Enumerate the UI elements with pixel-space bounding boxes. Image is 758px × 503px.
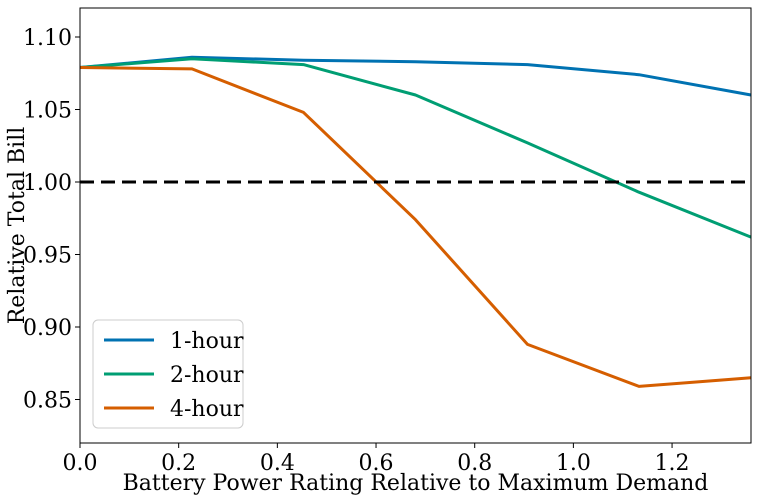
series-line-4-hour: [79, 66, 752, 388]
x-axis-label: Battery Power Rating Relative to Maximum…: [123, 471, 709, 496]
y-tick-label: 0.85: [23, 389, 72, 414]
x-tick-label: 0.0: [63, 451, 98, 476]
y-tick-label: 0.90: [23, 316, 72, 341]
series-layer: [79, 55, 752, 388]
x-tick-label: 0.6: [359, 451, 394, 476]
y-axis-ticks: 0.85 0.90 0.95 1.00 1.05 1.10: [23, 26, 80, 414]
y-tick-label: 0.95: [23, 244, 72, 269]
legend: 1-hour 2-hour 4-hour: [92, 319, 244, 429]
series-line-2-hour: [79, 57, 752, 239]
y-axis-label: Relative Total Bill: [5, 127, 30, 325]
legend-box: [92, 319, 244, 429]
plot-area-frame: [79, 7, 752, 444]
x-tick-label: 0.2: [161, 451, 196, 476]
x-tick-label: 1.2: [655, 451, 690, 476]
y-tick-label: 1.05: [23, 99, 72, 124]
x-tick-label: 0.4: [260, 451, 295, 476]
legend-label-1-hour: 1-hour: [170, 329, 244, 354]
y-tick-label: 1.00: [23, 171, 72, 196]
x-tick-label: 1.0: [556, 451, 591, 476]
legend-label-2-hour: 2-hour: [170, 363, 244, 388]
legend-label-4-hour: 4-hour: [170, 397, 244, 422]
series-line-1-hour: [79, 55, 752, 97]
y-tick-label: 1.10: [23, 26, 72, 51]
x-axis-ticks: 0.0 0.2 0.4 0.6 0.8 1.0 1.2: [63, 443, 690, 476]
x-tick-label: 0.8: [457, 451, 492, 476]
